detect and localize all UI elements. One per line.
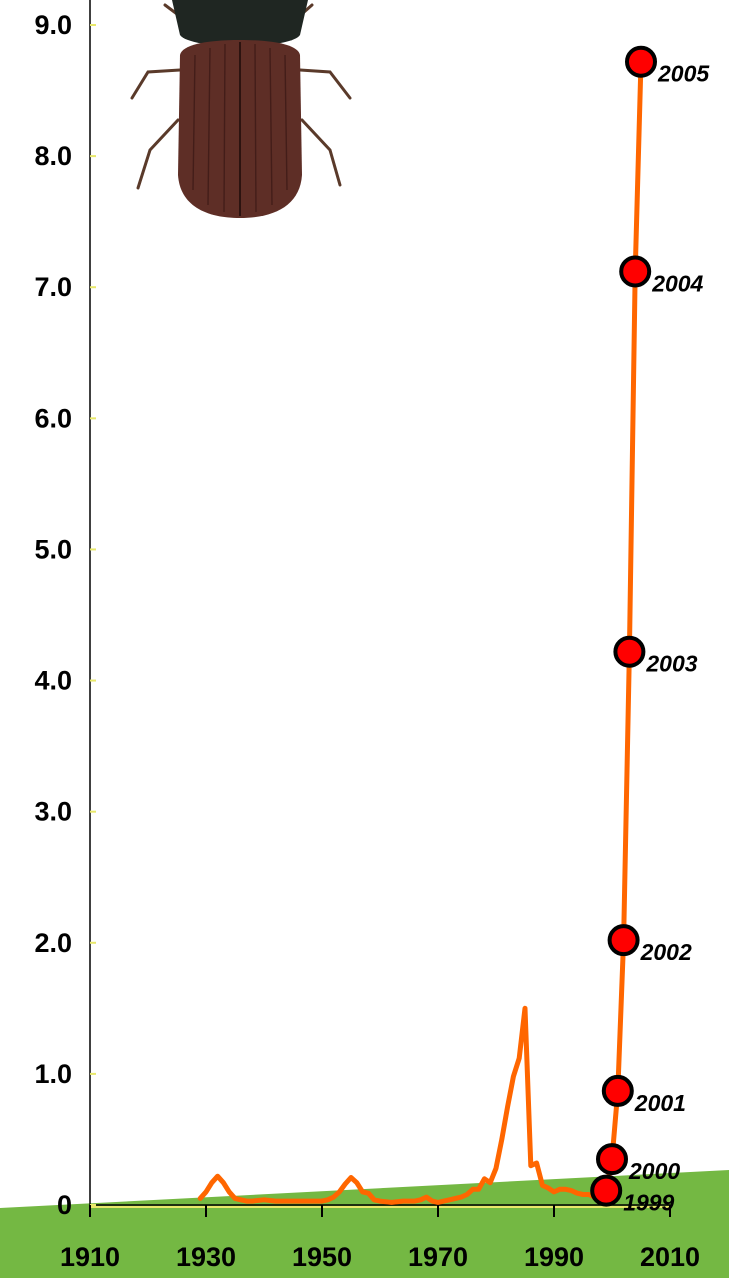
data-point-marker	[619, 255, 652, 288]
y-tick-label: 4.0	[34, 666, 72, 696]
data-point-label: 2004	[651, 270, 703, 296]
highlighted-points: 1999 2000 2001 2002 2003 2004 2005	[590, 45, 710, 1216]
data-point-marker	[607, 924, 640, 957]
data-point-label: 2000	[628, 1158, 680, 1184]
y-tick-label: 6.0	[34, 403, 72, 433]
data-point-label: 2005	[657, 61, 710, 87]
data-point-marker	[601, 1074, 634, 1107]
series-line	[197, 59, 644, 1205]
y-tick-label: 0	[57, 1190, 72, 1220]
beetle-illustration	[130, 0, 352, 218]
data-point-label: 2001	[634, 1090, 686, 1116]
y-tick-label: 2.0	[34, 928, 72, 958]
ground-band	[0, 1170, 729, 1278]
data-point-label: 2003	[645, 651, 697, 677]
x-tick-label: 1990	[524, 1242, 584, 1272]
data-point-marker	[590, 1174, 623, 1207]
x-tick-label: 1970	[408, 1242, 468, 1272]
series-layer	[197, 59, 644, 1205]
y-tick-label: 3.0	[34, 797, 72, 827]
x-tick-label: 2010	[640, 1242, 700, 1272]
y-tick-label: 9.0	[34, 10, 72, 40]
y-tick-label: 8.0	[34, 141, 72, 171]
y-tick-label: 1.0	[34, 1059, 72, 1089]
x-tick-label: 1950	[292, 1242, 352, 1272]
y-tick-label: 5.0	[34, 534, 72, 564]
data-point-label: 2002	[640, 939, 692, 965]
x-tick-label: 1930	[176, 1242, 236, 1272]
data-point-label: 1999	[623, 1190, 674, 1216]
data-point-marker	[625, 45, 657, 78]
data-point-marker	[596, 1143, 628, 1176]
data-point-marker	[613, 635, 646, 668]
x-ticks: 1910 1930 1950 1970 1990 2010	[60, 1205, 700, 1272]
y-ticks: 0 1.0 2.0 3.0 4.0 5.0 6.0 7.0 8.0 9.0	[34, 10, 96, 1220]
x-tick-label: 1910	[60, 1242, 120, 1272]
y-tick-label: 7.0	[34, 272, 72, 302]
